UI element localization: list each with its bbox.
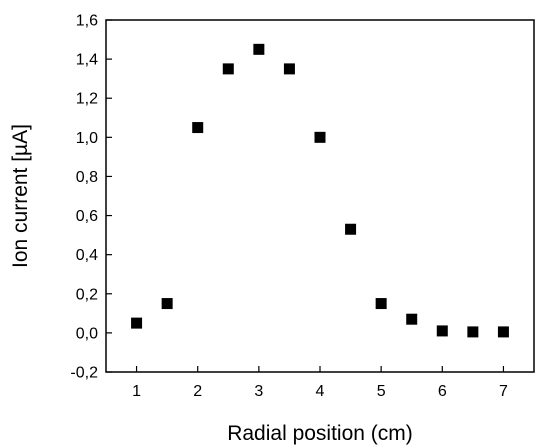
y-tick-label: 0,4	[76, 247, 98, 264]
data-point	[467, 326, 479, 338]
data-point	[161, 298, 173, 310]
data-point	[375, 298, 387, 310]
x-axis-ticks: 1 2 3 4 5 6 7	[132, 366, 508, 400]
x-tick-label: 5	[377, 383, 386, 400]
y-tick-label: 0,2	[76, 286, 98, 303]
x-tick-label: 2	[193, 383, 202, 400]
data-point	[283, 63, 295, 75]
data-points	[131, 43, 509, 338]
data-point	[222, 63, 234, 75]
data-point	[406, 313, 418, 325]
y-axis-ticks: -0,2 0,0 0,2 0,4 0,6 0,8 1,0 1,2 1,4 1,6	[70, 13, 112, 382]
plot-frame	[105, 19, 535, 373]
x-tick-label: 6	[438, 383, 447, 400]
data-point	[192, 122, 204, 134]
x-tick-label: 7	[499, 383, 508, 400]
data-point	[314, 131, 326, 143]
x-tick-label: 4	[316, 383, 325, 400]
y-tick-label: 1,0	[76, 130, 98, 147]
x-tick-label: 1	[132, 383, 141, 400]
y-tick-label: 0,0	[76, 325, 98, 342]
y-tick-label: 1,6	[76, 13, 98, 30]
data-point	[497, 326, 509, 338]
y-axis-label: Ion current [µA]	[9, 124, 32, 268]
data-point	[253, 43, 265, 55]
y-tick-label: 1,4	[76, 52, 98, 69]
y-tick-label: 0,8	[76, 169, 98, 186]
x-tick-label: 3	[254, 383, 263, 400]
y-tick-label: -0,2	[70, 365, 98, 382]
y-tick-label: 1,2	[76, 91, 98, 108]
y-tick-label: 0,6	[76, 208, 98, 225]
data-point	[345, 223, 357, 235]
data-point	[131, 317, 143, 329]
x-axis-label: Radial position (cm)	[227, 422, 413, 445]
data-point	[436, 325, 448, 337]
